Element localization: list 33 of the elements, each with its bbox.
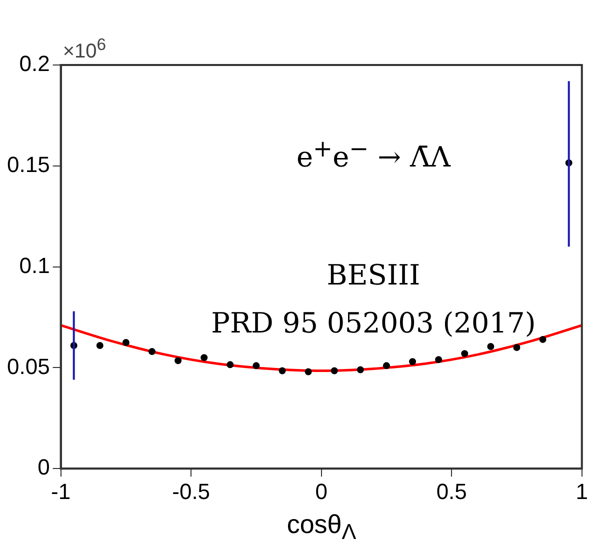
- point: [200, 354, 208, 362]
- annotation: PRD 95 052003 (2017): [211, 306, 536, 340]
- point: [122, 338, 130, 346]
- point: [461, 350, 468, 358]
- annotation: BESIII: [326, 258, 420, 292]
- point: [96, 342, 104, 349]
- point: [252, 362, 260, 370]
- x-tick-label: 0: [315, 478, 328, 504]
- y-tick-label: 0.2: [19, 51, 50, 76]
- point: [487, 343, 494, 350]
- point: [513, 344, 520, 352]
- y-tick-label: 0.05: [6, 354, 50, 379]
- point: [304, 368, 312, 376]
- x-tick-label: 0.5: [436, 478, 467, 504]
- y-axis-title: ×10$^{6}$: [62, 35, 106, 64]
- point: [278, 367, 286, 374]
- y-tick-label: 0: [38, 454, 50, 480]
- y-tick-label: 0.15: [6, 152, 50, 177]
- point: [174, 357, 182, 364]
- point: [409, 358, 416, 366]
- point: [226, 361, 234, 368]
- point: [148, 348, 156, 356]
- annotation: e$^{+}$e$^{−}$ → Λ̄Λ: [296, 134, 450, 174]
- point: [356, 366, 364, 374]
- x-tick-label: 1: [576, 478, 588, 504]
- x-tick-label: -1: [51, 478, 71, 504]
- x-tick-label: -0.5: [172, 478, 210, 504]
- point: [435, 356, 442, 364]
- point: [539, 336, 546, 343]
- point: [382, 362, 390, 370]
- point: [330, 367, 338, 374]
- y-tick-label: 0.1: [19, 252, 50, 278]
- x-axis-title: cosθ$_{Λ}$: [286, 508, 356, 545]
